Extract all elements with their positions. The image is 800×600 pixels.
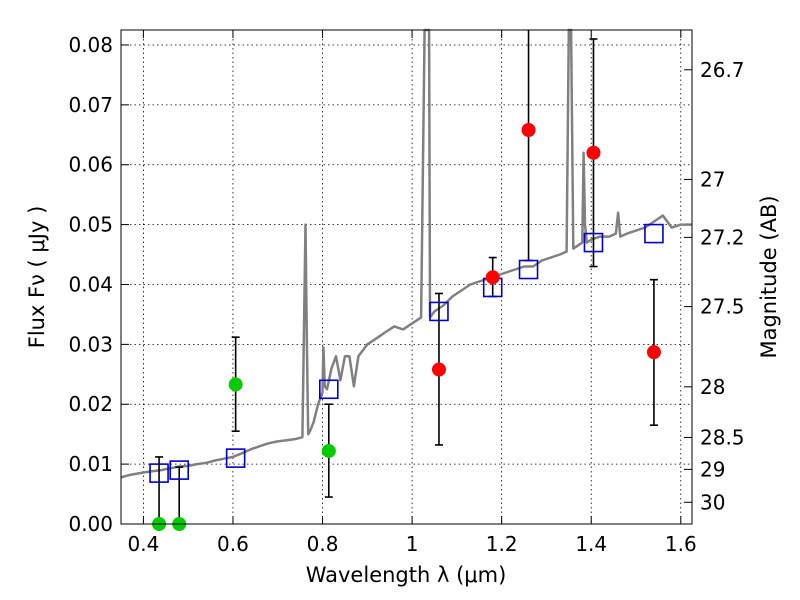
y-tick-label-0: 0.00 xyxy=(68,512,113,536)
y2-tick-label-4: 28 xyxy=(700,375,725,399)
x-tick-label-5: 1.4 xyxy=(575,532,607,556)
y-tick-label-1: 0.01 xyxy=(68,452,113,476)
y2-tick-label-5: 28.5 xyxy=(700,425,745,449)
model-photometry-square-2 xyxy=(225,448,246,468)
x-tick-label-4: 1.2 xyxy=(486,532,518,556)
observed-flux-point-1 xyxy=(321,443,336,458)
y2-tick-label-7: 30 xyxy=(700,490,725,514)
observed-ir-flux-point-0 xyxy=(431,362,446,377)
y2-tick-label-2: 27.2 xyxy=(700,225,745,249)
x-ticks: 0.4 0.6 0.8 1 1.2 1.4 1.6 xyxy=(127,30,697,556)
model-spectrum-layer xyxy=(120,28,692,479)
x-tick-label-0: 0.4 xyxy=(127,532,159,556)
y2-tick-label-0: 26.7 xyxy=(700,58,745,82)
y-tick-label-5: 0.05 xyxy=(68,213,113,237)
observed-flux-point-0 xyxy=(228,377,243,392)
model-photometry-square-7 xyxy=(583,232,604,253)
plot-frame xyxy=(120,29,693,525)
y-axis-title: Flux Fν ( μJy ) xyxy=(25,206,49,349)
x-tick-label-6: 1.6 xyxy=(665,532,697,556)
model-photometry-square-4 xyxy=(429,301,449,322)
x-tick-label-2: 0.8 xyxy=(307,532,339,556)
y2-tick-label-3: 27.5 xyxy=(700,295,745,319)
y-ticks: 0.00 0.01 0.02 0.03 0.04 0.05 0.06 0.07 0.08 xyxy=(68,33,129,536)
model-spectrum-line xyxy=(120,28,692,479)
observed-ir-flux-point-2 xyxy=(521,122,536,137)
model-photometry-square-3 xyxy=(318,379,339,400)
x-axis-title: Wavelength λ (μm) xyxy=(306,563,507,587)
y2-axis-title: Magnitude (AB) xyxy=(757,195,781,358)
y2-tick-label-6: 29 xyxy=(700,457,725,481)
observed-ir-flux-point-3 xyxy=(586,145,601,160)
y-tick-label-4: 0.04 xyxy=(68,272,113,296)
x-tick-label-1: 0.6 xyxy=(217,532,249,556)
model-photometry-square-6 xyxy=(518,259,539,280)
model-photometry-square-1 xyxy=(169,460,190,480)
marker-layer xyxy=(149,122,664,531)
observed-ir-flux-point-4 xyxy=(646,345,661,360)
observed-ir-flux-point-1 xyxy=(485,270,500,285)
y-tick-label-8: 0.08 xyxy=(68,33,113,57)
model-photometry-square-0 xyxy=(149,463,169,483)
y-tick-label-6: 0.06 xyxy=(68,153,113,177)
x-tick-label-3: 1 xyxy=(406,532,419,556)
y2-ticks: 26.7 27 27.2 27.5 28 28.5 29 30 xyxy=(684,58,745,514)
y2-tick-label-1: 27 xyxy=(700,167,725,191)
y-tick-label-7: 0.07 xyxy=(68,93,113,117)
y-tick-label-2: 0.02 xyxy=(68,392,113,416)
model-photometry-square-8 xyxy=(644,223,664,244)
y-tick-label-3: 0.03 xyxy=(68,332,113,356)
